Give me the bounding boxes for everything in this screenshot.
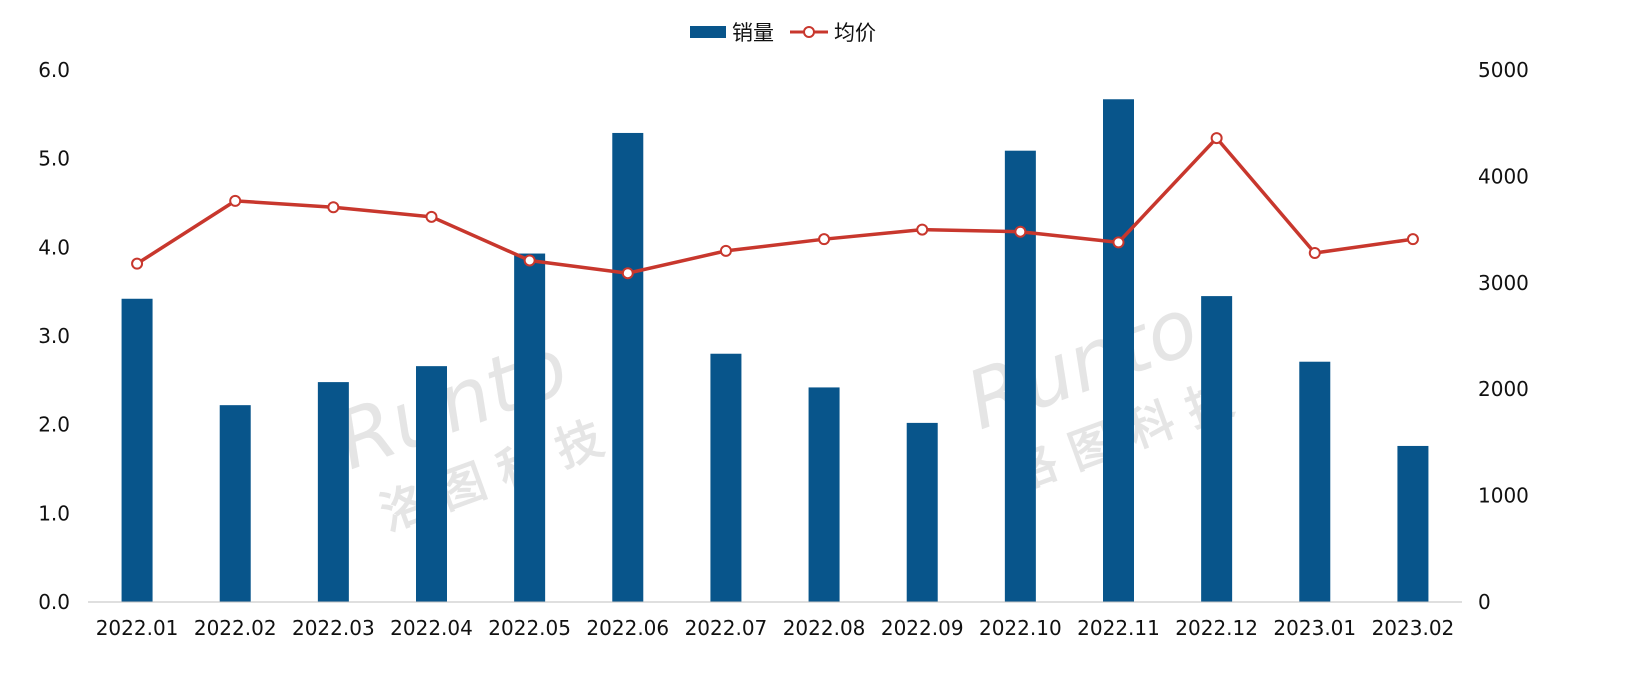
legend-line-marker <box>803 26 815 38</box>
line-point-2022.12 <box>1210 132 1223 145</box>
line-point-2022.05 <box>523 254 536 267</box>
bar-2022.02 <box>219 405 251 602</box>
bar-2022.06 <box>612 132 644 602</box>
bar-2023.02 <box>1397 445 1429 602</box>
bar-2023.01 <box>1299 361 1331 602</box>
y-left-tick-label: 4.0 <box>38 235 70 259</box>
bar-2022.04 <box>416 366 447 602</box>
bar-2022.11 <box>1103 99 1134 602</box>
y-right-tick-label: 1000 <box>1478 484 1529 508</box>
x-tick-label: 2022.11 <box>1077 616 1160 640</box>
x-tick-label: 2022.05 <box>488 616 571 640</box>
bar-2022.10 <box>1004 150 1036 603</box>
y-right-tick-label: 0 <box>1478 590 1491 614</box>
y-left-tick-label: 6.0 <box>38 58 70 82</box>
y-left-tick-label: 2.0 <box>38 413 70 437</box>
line-point-2022.02 <box>229 194 242 207</box>
line-point-2022.03 <box>327 201 340 214</box>
line-point-2022.09 <box>916 223 929 236</box>
line-point-2022.04 <box>425 210 438 223</box>
line-point-2022.10 <box>1014 225 1027 238</box>
legend: 销量 均价 <box>690 21 876 45</box>
line-point-2022.07 <box>719 244 732 257</box>
plot-area: 0.0 1.0 2.0 3.0 4.0 5.0 6.0 0 1000 2000 3000 4000 50… <box>38 58 1529 640</box>
x-tick-label: 2022.06 <box>586 616 669 640</box>
bar-2022.12 <box>1201 296 1233 602</box>
bar-2022.09 <box>906 422 938 602</box>
bar-2022.01 <box>121 298 153 602</box>
bar-2022.08 <box>808 387 840 602</box>
x-tick-label: 2022.03 <box>292 616 375 640</box>
x-tick-label: 2022.08 <box>783 616 866 640</box>
x-tick-label: 2022.12 <box>1175 616 1258 640</box>
watermark-right: Runto 洛 图 科 技 <box>955 279 1240 501</box>
x-tick-label: 2023.02 <box>1372 616 1455 640</box>
x-tick-label: 2022.07 <box>685 616 768 640</box>
line-point-2022.06 <box>621 267 634 280</box>
x-tick-label: 2022.02 <box>194 616 277 640</box>
y-left-tick-label: 3.0 <box>38 324 70 348</box>
line-series-avg-price <box>136 136 1414 275</box>
y-right-tick-label: 3000 <box>1478 271 1529 295</box>
x-tick-label: 2022.04 <box>390 616 473 640</box>
y-right-tick-label: 2000 <box>1478 377 1529 401</box>
x-tick-label: 2022.09 <box>881 616 964 640</box>
bar-2022.05 <box>514 253 546 603</box>
bar-2022.03 <box>317 382 349 602</box>
legend-bar-label: 销量 <box>732 21 774 45</box>
y-right-tick-label: 4000 <box>1478 164 1529 188</box>
y-left-tick-label: 5.0 <box>38 147 70 171</box>
y-left-tick-label: 1.0 <box>38 501 70 525</box>
x-tick-label: 2022.10 <box>979 616 1062 640</box>
watermark-left: Runto 洛 图 科 技 <box>325 319 610 541</box>
x-tick-label: 2022.01 <box>96 616 179 640</box>
legend-line-label: 均价 <box>834 21 876 45</box>
line-point-2022.01 <box>131 257 144 270</box>
line-point-2022.11 <box>1112 236 1125 249</box>
y-left-tick-label: 0.0 <box>38 590 70 614</box>
bar-2022.07 <box>710 353 742 602</box>
legend-bar-swatch <box>690 26 726 38</box>
y-right-tick-label: 5000 <box>1478 58 1529 82</box>
line-point-2022.08 <box>818 233 831 246</box>
line-point-2023.02 <box>1406 233 1419 246</box>
line-point-2023.01 <box>1308 247 1321 260</box>
x-tick-label: 2023.01 <box>1273 616 1356 640</box>
